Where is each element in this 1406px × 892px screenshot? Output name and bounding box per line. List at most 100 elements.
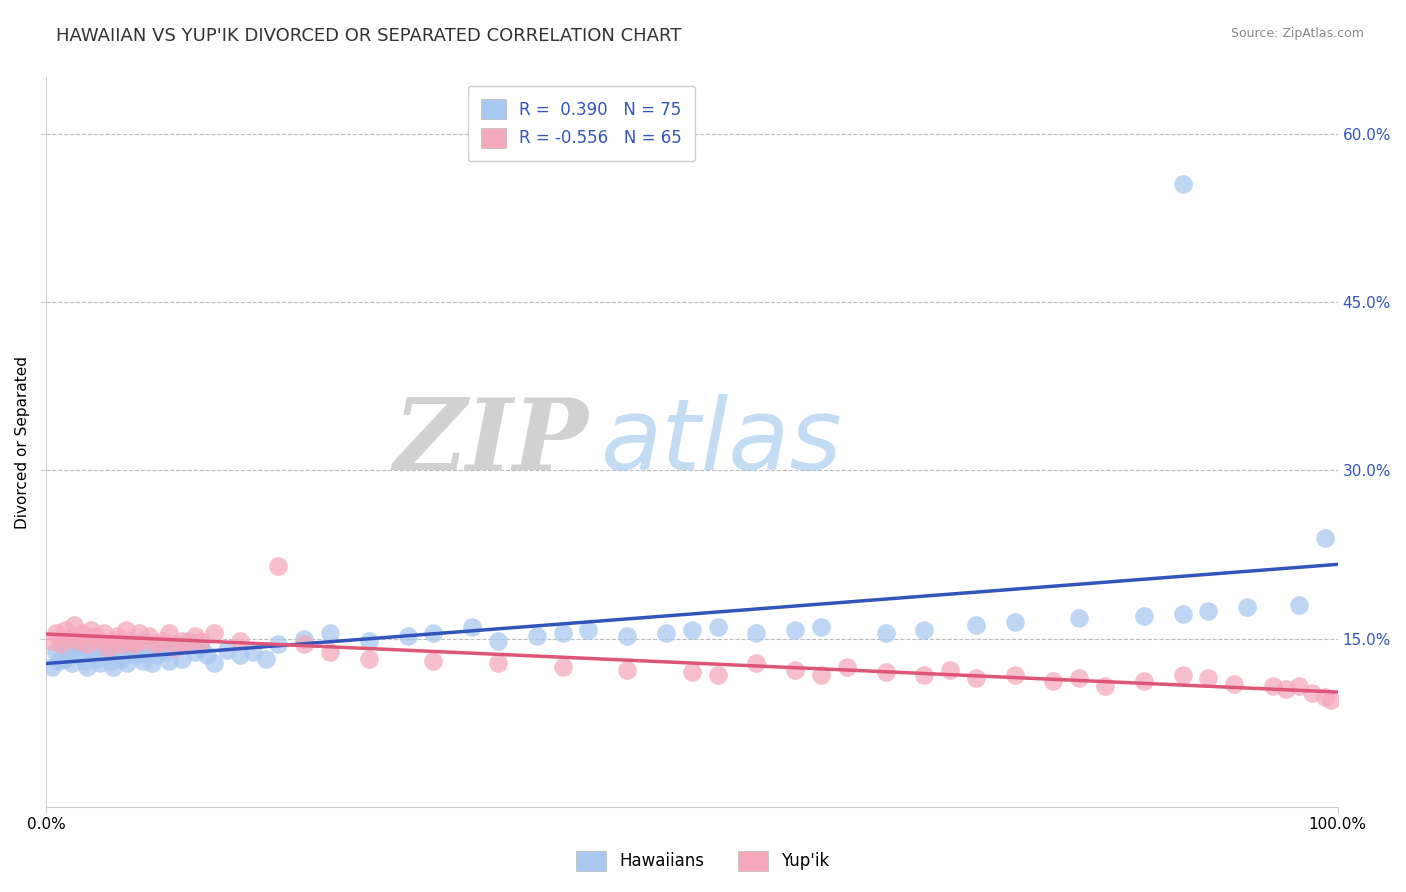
Point [101, 659, 124, 673]
Point [319, 645, 342, 659]
Point [242, 645, 264, 659]
Point [67, 648, 90, 663]
Point [41, 633, 63, 648]
Point [128, 626, 150, 640]
Point [76, 659, 98, 673]
Point [1133, 674, 1156, 689]
Point [1069, 671, 1091, 685]
Point [706, 620, 728, 634]
Point [422, 654, 444, 668]
Point [53, 652, 76, 666]
Point [1198, 603, 1220, 617]
Point [228, 633, 250, 648]
Point [1171, 177, 1194, 191]
Point [67, 633, 90, 648]
Point [1275, 682, 1298, 697]
Point [616, 629, 638, 643]
Point [112, 637, 135, 651]
Point [810, 667, 832, 681]
Point [84, 629, 107, 643]
Point [122, 637, 145, 651]
Point [100, 654, 122, 668]
Point [190, 640, 212, 655]
Point [965, 618, 987, 632]
Point [145, 648, 167, 663]
Point [1171, 667, 1194, 681]
Point [45, 626, 67, 640]
Point [105, 629, 128, 643]
Point [202, 626, 225, 640]
Point [190, 633, 212, 648]
Point [292, 632, 315, 646]
Point [51, 637, 73, 651]
Point [681, 623, 703, 637]
Point [215, 643, 238, 657]
Point [63, 640, 86, 655]
Point [681, 665, 703, 680]
Text: Source: ZipAtlas.com: Source: ZipAtlas.com [1230, 27, 1364, 40]
Point [110, 637, 132, 651]
Point [1198, 671, 1220, 685]
Point [1069, 611, 1091, 625]
Point [183, 645, 205, 659]
Point [141, 657, 163, 671]
Point [939, 663, 962, 677]
Point [267, 558, 290, 573]
Point [93, 626, 115, 640]
Point [53, 623, 76, 637]
Point [138, 640, 160, 655]
Point [165, 637, 187, 651]
Point [1004, 667, 1026, 681]
Point [138, 629, 160, 643]
Legend: R =  0.390   N = 75, R = -0.556   N = 65: R = 0.390 N = 75, R = -0.556 N = 65 [468, 86, 696, 161]
Point [45, 645, 67, 659]
Point [357, 633, 380, 648]
Point [551, 626, 574, 640]
Point [177, 633, 200, 648]
Point [1313, 531, 1336, 545]
Point [1288, 598, 1310, 612]
Point [125, 648, 148, 663]
Point [165, 640, 187, 655]
Point [89, 657, 111, 671]
Point [157, 654, 180, 668]
Point [76, 637, 98, 651]
Point [267, 637, 290, 651]
Point [1301, 685, 1323, 699]
Point [132, 654, 155, 668]
Point [785, 663, 807, 677]
Point [875, 626, 897, 640]
Point [254, 652, 277, 666]
Point [422, 626, 444, 640]
Point [1042, 674, 1064, 689]
Point [551, 659, 574, 673]
Y-axis label: Divorced or Separated: Divorced or Separated [15, 356, 30, 529]
Point [97, 648, 120, 663]
Point [785, 623, 807, 637]
Point [157, 626, 180, 640]
Point [110, 652, 132, 666]
Point [228, 648, 250, 663]
Text: atlas: atlas [602, 393, 844, 491]
Point [292, 637, 315, 651]
Point [706, 667, 728, 681]
Point [73, 654, 96, 668]
Point [183, 629, 205, 643]
Point [1313, 690, 1336, 704]
Point [80, 645, 103, 659]
Point [357, 652, 380, 666]
Point [526, 629, 548, 643]
Text: ZIP: ZIP [394, 394, 589, 491]
Point [150, 633, 173, 648]
Point [396, 629, 419, 643]
Point [1236, 600, 1258, 615]
Point [118, 633, 141, 648]
Point [132, 633, 155, 648]
Point [170, 633, 193, 648]
Point [51, 637, 73, 651]
Point [60, 657, 83, 671]
Point [745, 657, 768, 671]
Point [461, 620, 484, 634]
Point [170, 652, 193, 666]
Point [150, 643, 173, 657]
